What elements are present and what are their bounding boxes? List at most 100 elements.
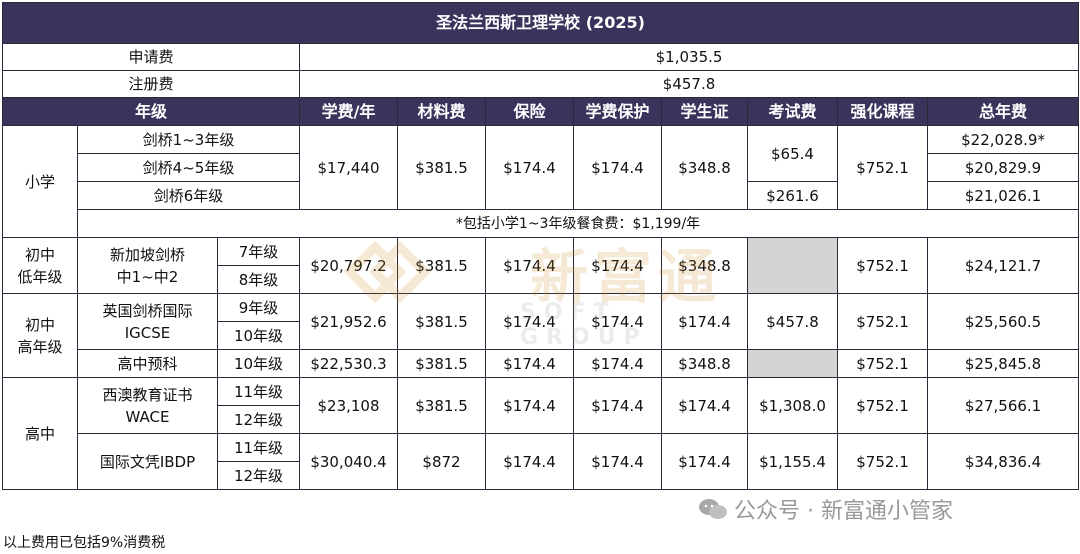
student-id-cell: $174.4: [661, 433, 748, 490]
header-protection: 学费保护: [573, 97, 662, 126]
header-insurance: 保险: [485, 97, 574, 126]
table-row: 12年级: [3, 461, 1079, 490]
enrichment-cell: $752.1: [837, 349, 928, 378]
meal-fee-note: *包括小学1~3年级餐食费：$1,199/年: [76, 209, 1080, 238]
insurance-cell: $174.4: [485, 349, 574, 378]
exam-cell: $1,155.4: [747, 433, 838, 490]
material-cell: $381.5: [397, 237, 486, 294]
table-row: 剑桥4~5年级 $20,829.9: [3, 153, 1080, 182]
header-exam: 考试费: [747, 97, 838, 126]
table-row: 初中 低年级 新加坡剑桥 中1~中2 7年级 $20,797.2 $381.5 …: [2, 237, 1080, 294]
tax-footnote: 以上费用已包括9%消费税: [3, 535, 166, 551]
header-material: 材料费: [397, 97, 486, 126]
protection-cell: $174.4: [573, 349, 662, 378]
grade-label: 12年级: [217, 405, 300, 434]
total-cell: $20,829.9: [926, 153, 1080, 182]
table-row: 12年级: [3, 405, 1079, 434]
enrichment-cell: $752.1: [837, 125, 928, 210]
enrichment-cell: $752.1: [837, 433, 928, 490]
program-label: 英国剑桥国际 IGCSE: [77, 293, 218, 350]
insurance-cell: $174.4: [485, 293, 574, 350]
header-grade: 年级: [2, 97, 300, 126]
student-id-cell: $348.8: [661, 349, 748, 378]
grade-label: 7年级: [217, 237, 300, 266]
exam-cell: $65.4: [747, 125, 838, 182]
upper-sec-group-label: 初中 高年级: [2, 293, 78, 378]
grade-label: 12年级: [217, 461, 300, 490]
wechat-account-text: 公众号 · 新富通小管家: [734, 499, 953, 524]
protection-cell: $174.4: [573, 293, 662, 350]
header-tuition: 学费/年: [299, 97, 398, 126]
registration-fee-label: 注册费: [2, 70, 300, 98]
table-row: 高中预科 10年级 $22,530.3 $381.5 $174.4 $174.4…: [3, 349, 1080, 378]
student-id-cell: $174.4: [661, 377, 748, 434]
table-row: 初中 高年级 英国剑桥国际 IGCSE 9年级 $21,952.6 $381.5…: [2, 293, 1080, 378]
exam-cell-empty: [747, 349, 838, 378]
lower-sec-group-label: 初中 低年级: [2, 237, 78, 294]
application-fee-value: $1,035.5: [298, 43, 1080, 71]
grade-label: 剑桥1~3年级: [77, 125, 300, 154]
primary-group-label: 小学: [2, 125, 78, 238]
note-row: *包括小学1~3年级餐食费：$1,199/年: [3, 209, 1080, 238]
total-cell: $34,836.4: [926, 433, 1080, 490]
total-cell: $25,845.8: [926, 349, 1080, 378]
wechat-attribution: 公众号 · 新富通小管家: [698, 493, 953, 525]
program-label: 西澳教育证书 WACE: [77, 377, 218, 434]
exam-cell-empty: [747, 237, 838, 294]
grade-label: 10年级: [217, 349, 300, 378]
insurance-cell: $174.4: [485, 237, 574, 294]
table-row: 国际文凭IBDP 11年级 $30,040.4 $872 $174.4 $174…: [3, 433, 1080, 490]
protection-cell: $174.4: [573, 125, 662, 210]
header-enrichment: 强化课程: [837, 97, 928, 126]
protection-cell: $174.4: [573, 433, 662, 490]
material-cell: $381.5: [397, 349, 486, 378]
protection-cell: $174.4: [573, 237, 662, 294]
table-row: 高中 西澳教育证书 WACE 11年级 $23,108 $381.5 $174.…: [2, 377, 1080, 490]
header-row: 年级 学费/年 材料费 保险 学费保护 学生证 考试费 强化课程 总年费: [2, 97, 1080, 126]
student-id-cell: $348.8: [661, 125, 748, 210]
exam-cell: $261.6: [747, 181, 838, 210]
high-group-label: 高中: [2, 377, 78, 490]
program-label: 新加坡剑桥 中1~中2: [77, 237, 218, 294]
total-cell: $25,560.5: [926, 293, 1080, 350]
insurance-cell: $174.4: [485, 125, 574, 210]
fee-table: 圣法兰西斯卫理学校 (2025) 申请费 $1,035.5 注册费 $457.8…: [1, 2, 1080, 490]
protection-cell: $174.4: [573, 377, 662, 434]
grade-label: 剑桥6年级: [77, 181, 300, 210]
grade-label: 11年级: [217, 433, 300, 462]
enrichment-cell: $752.1: [837, 293, 928, 350]
grade-label: 10年级: [217, 321, 300, 350]
student-id-cell: $348.8: [661, 237, 748, 294]
title-row: 圣法兰西斯卫理学校 (2025): [1, 2, 1080, 44]
grade-label: 剑桥4~5年级: [77, 153, 300, 182]
total-cell: $27,566.1: [926, 377, 1080, 434]
insurance-cell: $174.4: [485, 433, 574, 490]
tuition-cell: $23,108: [299, 377, 398, 434]
program-label: 国际文凭IBDP: [77, 433, 218, 490]
header-total: 总年费: [926, 97, 1080, 126]
registration-fee-value: $457.8: [298, 70, 1080, 98]
tuition-cell: $20,797.2: [299, 237, 398, 294]
insurance-cell: $174.4: [485, 377, 574, 434]
enrichment-cell: $752.1: [837, 237, 928, 294]
tuition-cell: $22,530.3: [299, 349, 398, 378]
total-cell: $22,028.9*: [926, 125, 1080, 154]
application-fee-row: 申请费 $1,035.5: [2, 43, 1080, 71]
total-cell: $21,026.1: [926, 181, 1080, 210]
exam-cell: $457.8: [747, 293, 838, 350]
application-fee-label: 申请费: [2, 43, 300, 71]
exam-cell: $1,308.0: [747, 377, 838, 434]
student-id-cell: $174.4: [661, 293, 748, 350]
tuition-cell: $30,040.4: [299, 433, 398, 490]
grade-label: 9年级: [217, 293, 300, 322]
material-cell: $872: [397, 433, 486, 490]
grade-label: 11年级: [217, 377, 300, 406]
material-cell: $381.5: [397, 377, 486, 434]
material-cell: $381.5: [397, 125, 486, 210]
tuition-cell: $21,952.6: [299, 293, 398, 350]
wechat-icon: [699, 499, 727, 519]
material-cell: $381.5: [397, 293, 486, 350]
table-title: 圣法兰西斯卫理学校 (2025): [1, 2, 1080, 44]
table-row: 8年级: [3, 265, 1079, 294]
table-row: 小学 剑桥1~3年级 $17,440 $381.5 $174.4 $174.4 …: [2, 125, 1080, 238]
